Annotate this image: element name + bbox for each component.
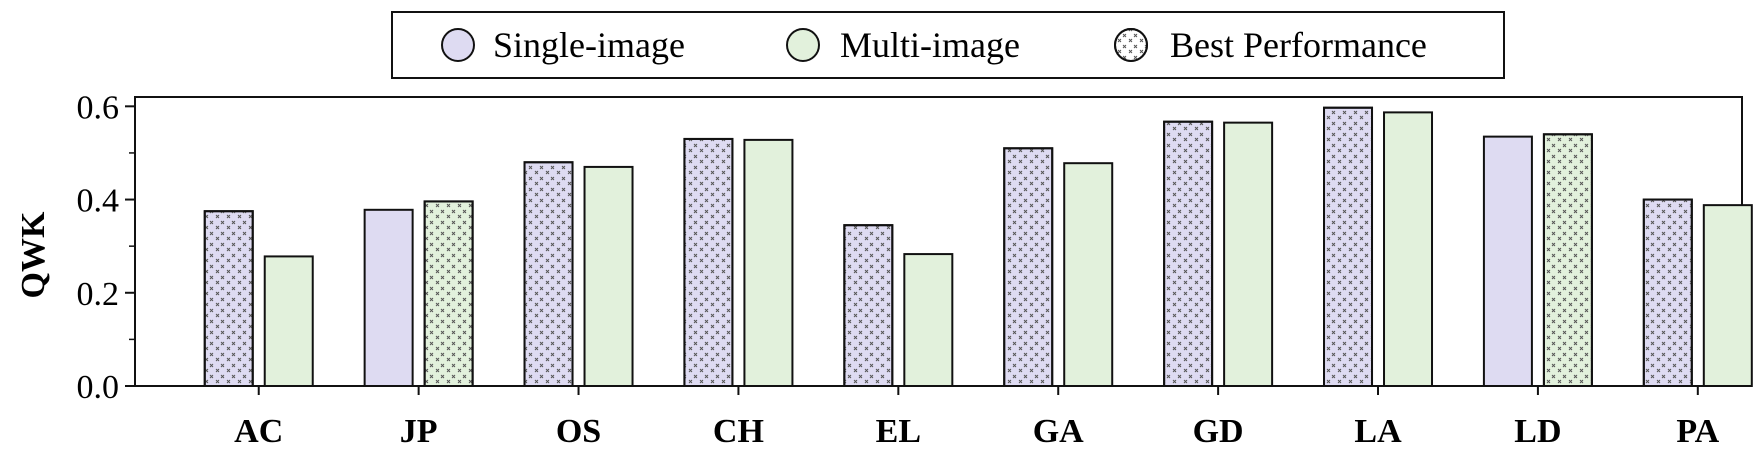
x-tick-label-jp: JP [400,413,438,450]
y-tick-label: 0.0 [77,369,120,406]
x-tick-label-ac: AC [234,413,283,450]
y-tick-label: 0.4 [77,183,120,220]
legend: Single-image Multi-image Best Performanc… [391,11,1505,79]
x-tick-label-os: OS [556,413,601,450]
bar-multi-ac [263,255,314,388]
best-performance-pattern-icon [1114,28,1148,62]
best-performance-marker-ga [1003,147,1054,387]
multi-image-swatch-icon [786,28,820,62]
best-performance-marker-la [1323,106,1374,387]
best-performance-marker-jp [423,200,474,387]
bar-multi-ch [743,138,794,387]
bar-multi-el [903,253,954,387]
y-axis-title: QWK [15,211,52,298]
legend-item-multi-image: Multi-image [786,25,1020,65]
x-tick-label-la: LA [1354,413,1402,450]
y-axis: 0.0 0.2 0.4 0.6 [77,89,135,406]
best-performance-marker-gd [1163,120,1214,388]
bar-multi-ga [1063,162,1114,387]
y-tick-label: 0.2 [77,276,120,313]
legend-item-single-image: Single-image [441,25,685,65]
x-tick-label-pa: PA [1676,413,1719,450]
x-tick-label-gd: GD [1193,413,1244,450]
bar-multi-la [1383,111,1434,387]
bar-single-jp [363,208,414,387]
best-performance-marker-ch [683,137,734,387]
legend-label-multi-image: Multi-image [840,25,1020,65]
x-tick-label-ch: CH [713,413,764,450]
bar-multi-os [583,165,634,387]
bar-single-ld [1482,135,1533,387]
x-tick-label-ld: LD [1514,413,1561,450]
legend-label-best-performance: Best Performance [1170,25,1427,65]
best-performance-marker-ac [203,210,254,387]
x-axis: AC JP OS CH EL GA GD LA LD PA [234,386,1720,450]
legend-item-best-performance: Best Performance [1114,25,1427,65]
bars [203,106,1753,388]
bar-multi-gd [1223,121,1274,388]
best-performance-marker-ld [1542,133,1593,387]
best-performance-marker-os [523,161,574,387]
single-image-swatch-icon [441,28,475,62]
y-tick-label: 0.6 [77,89,120,126]
legend-label-single-image: Single-image [493,25,685,65]
bar-multi-pa [1702,204,1753,387]
legend-box [391,11,1505,79]
x-tick-label-el: EL [876,413,921,450]
best-performance-marker-pa [1642,198,1693,387]
x-tick-label-ga: GA [1033,413,1084,450]
best-performance-marker-el [843,224,894,387]
